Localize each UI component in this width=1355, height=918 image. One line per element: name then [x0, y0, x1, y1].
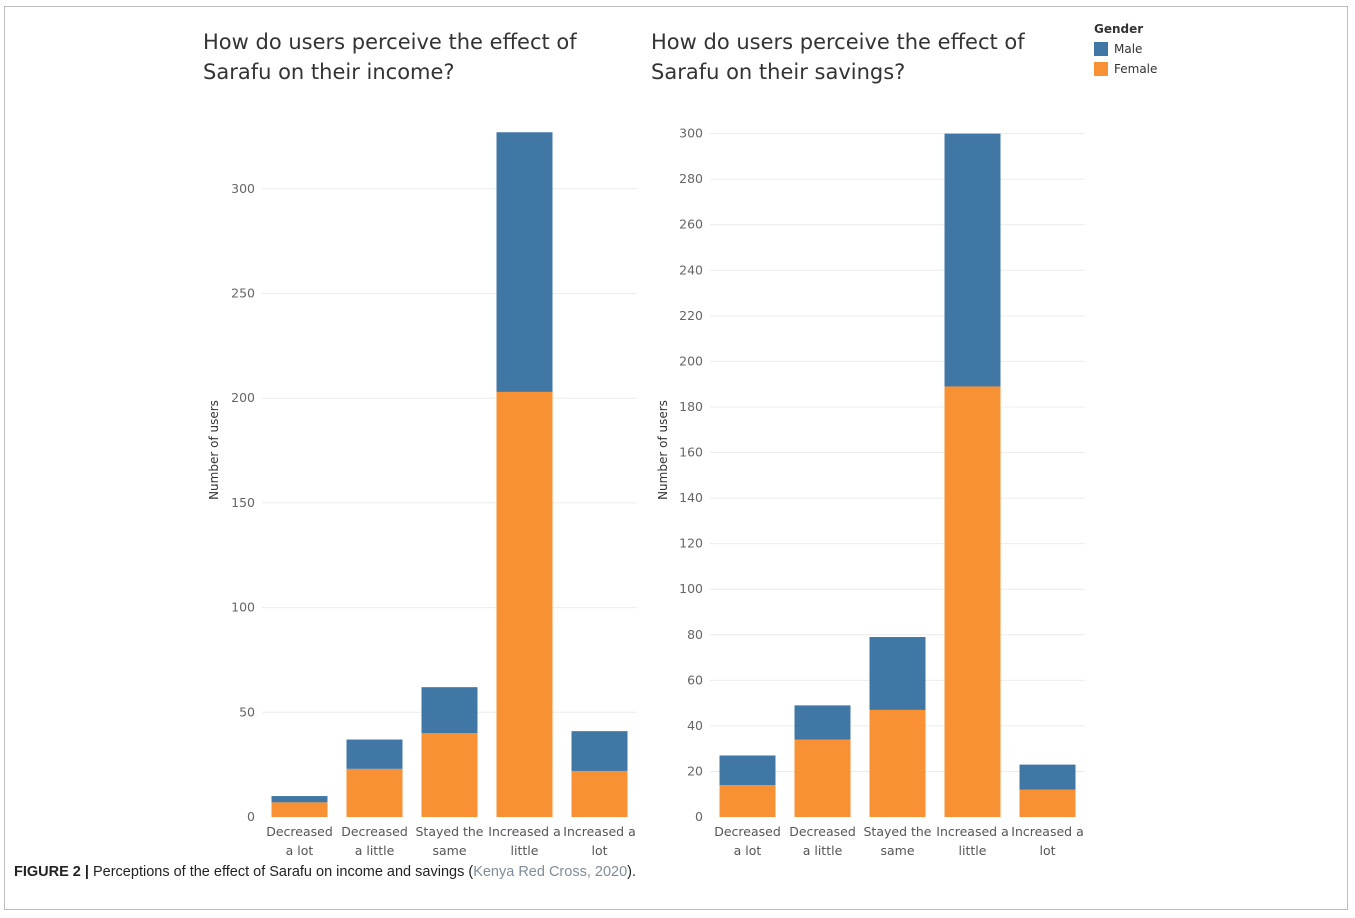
savings-ytick-label: 120: [679, 536, 703, 551]
savings-ytick-label: 260: [679, 217, 703, 232]
income-xtick-label: Decreased: [341, 824, 408, 839]
figure-frame: [4, 6, 1348, 910]
caption-text: Perceptions of the effect of Sarafu on i…: [88, 864, 474, 880]
legend-item-male: Male: [1094, 39, 1157, 59]
income-xtick-label: a lot: [286, 843, 314, 858]
savings-xtick-label: Decreased: [714, 824, 781, 839]
figure-caption: FIGURE 2 | Perceptions of the effect of …: [14, 864, 636, 880]
legend-label-male: Male: [1114, 42, 1143, 56]
savings-ytick-label: 300: [679, 126, 703, 141]
savings-xtick-label: a lot: [734, 843, 762, 858]
income-xtick-label: little: [511, 843, 539, 858]
savings-xtick-label: Decreased: [789, 824, 856, 839]
income-xtick-label: Increased a: [563, 824, 635, 839]
income-xtick-label: Decreased: [266, 824, 333, 839]
income-bar-male-3: [496, 132, 553, 392]
savings-bar-female-0: [719, 785, 776, 817]
income-xtick-label: same: [432, 843, 466, 858]
income-ytick-label: 0: [247, 809, 255, 824]
income-bar-male-2: [421, 687, 478, 734]
savings-xtick-label: Increased a: [936, 824, 1008, 839]
savings-bar-male-0: [719, 755, 776, 786]
income-bar-female-3: [496, 391, 553, 817]
savings-chart-title: How do users perceive the effect of Sara…: [651, 30, 1025, 84]
savings-xtick-label: Stayed the: [863, 824, 931, 839]
income-bar-male-4: [571, 731, 628, 771]
savings-ytick-label: 0: [695, 809, 703, 824]
savings-ytick-label: 200: [679, 353, 703, 368]
income-ytick-label: 250: [231, 286, 255, 301]
savings-ytick-label: 280: [679, 171, 703, 186]
savings-ytick-label: 220: [679, 308, 703, 323]
savings-xtick-label: lot: [1039, 843, 1055, 858]
legend-title: Gender: [1094, 22, 1144, 36]
income-bar-female-1: [346, 768, 403, 817]
income-bar-female-2: [421, 733, 478, 817]
savings-bar-male-4: [1019, 764, 1076, 790]
savings-bar-female-2: [869, 709, 926, 817]
income-xtick-label: a little: [355, 843, 395, 858]
income-ytick-label: 200: [231, 390, 255, 405]
savings-xtick-label: little: [959, 843, 987, 858]
savings-ytick-label: 60: [687, 672, 703, 687]
legend-label-female: Female: [1114, 62, 1158, 76]
legend: Gender Male Female: [1094, 22, 1157, 79]
caption-end: ).: [627, 864, 636, 880]
savings-ytick-label: 140: [679, 490, 703, 505]
savings-ytick-label: 80: [687, 627, 703, 642]
income-xtick-label: Stayed the: [415, 824, 483, 839]
income-ylabel: Number of users: [207, 400, 221, 500]
savings-bar-male-2: [869, 637, 926, 710]
income-ytick-label: 100: [231, 600, 255, 615]
savings-bar-female-3: [944, 386, 1001, 817]
income-bar-male-0: [271, 796, 328, 803]
savings-ytick-label: 180: [679, 399, 703, 414]
income-chart-title: How do users perceive the effect of Sara…: [203, 30, 577, 84]
income-bar-male-1: [346, 739, 403, 769]
savings-ytick-label: 160: [679, 445, 703, 460]
savings-xtick-label: a little: [803, 843, 843, 858]
savings-ytick-label: 20: [687, 763, 703, 778]
savings-ylabel: Number of users: [656, 400, 670, 500]
savings-bar-male-3: [944, 133, 1001, 387]
caption-figure-label: FIGURE 2 |: [14, 864, 89, 880]
savings-bar-female-1: [794, 739, 851, 817]
income-bar-female-0: [271, 802, 328, 817]
income-ytick-label: 50: [239, 704, 255, 719]
legend-swatch-female: [1094, 62, 1108, 76]
savings-bar-female-4: [1019, 789, 1076, 817]
savings-ytick-label: 40: [687, 718, 703, 733]
savings-bar-male-1: [794, 705, 851, 740]
legend-swatch-male: [1094, 42, 1108, 56]
caption-reference-link[interactable]: Kenya Red Cross, 2020: [473, 864, 628, 880]
income-ytick-label: 150: [231, 495, 255, 510]
income-xtick-label: Increased a: [488, 824, 560, 839]
legend-item-female: Female: [1094, 59, 1157, 79]
income-ytick-label: 300: [231, 181, 255, 196]
income-bar-female-4: [571, 770, 628, 817]
income-xtick-label: lot: [591, 843, 607, 858]
savings-xtick-label: same: [880, 843, 914, 858]
savings-xtick-label: Increased a: [1011, 824, 1083, 839]
savings-ytick-label: 100: [679, 581, 703, 596]
savings-ytick-label: 240: [679, 262, 703, 277]
